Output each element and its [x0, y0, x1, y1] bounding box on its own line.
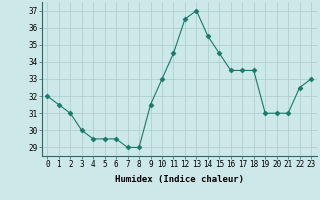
X-axis label: Humidex (Indice chaleur): Humidex (Indice chaleur)	[115, 175, 244, 184]
